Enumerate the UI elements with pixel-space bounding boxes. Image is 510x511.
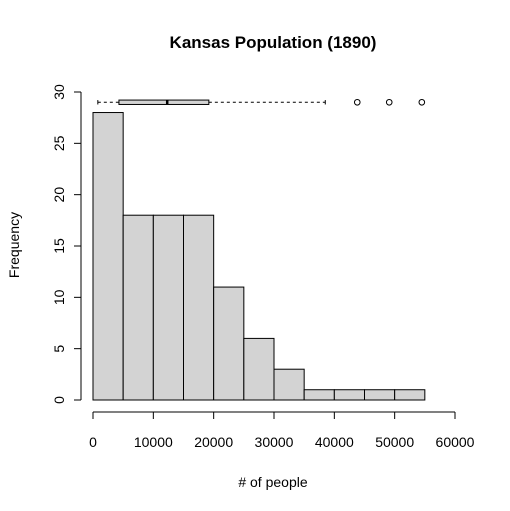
y-tick-label-1: 5 [51, 345, 67, 353]
histogram-bar-2 [152, 214, 184, 401]
boxplot-box [118, 99, 210, 105]
histogram-bar-6 [273, 368, 305, 401]
histogram-bars [92, 112, 426, 401]
y-tick-label-4: 20 [51, 187, 67, 203]
histogram-bar-9 [364, 389, 396, 401]
y-tick-label-2: 10 [51, 289, 67, 305]
histogram-bar-5 [243, 337, 275, 401]
y-axis-label: Frequency [6, 212, 22, 278]
x-tick-label-0: 0 [89, 434, 97, 450]
x-tick-label-1: 10000 [134, 434, 173, 450]
y-tick-label-3: 15 [51, 238, 67, 254]
y-tick-label-5: 25 [51, 135, 67, 151]
histogram-bar-7 [303, 389, 335, 401]
y-tick-label-6: 30 [51, 84, 67, 100]
x-axis-label: # of people [238, 474, 307, 490]
histogram-bar-8 [333, 389, 366, 401]
y-tick-label-0: 0 [51, 396, 67, 404]
histogram-bar-3 [183, 214, 215, 401]
x-axis: 0 10000 20000 30000 40000 50000 60000 [89, 411, 475, 450]
boxplot-overlay [97, 98, 426, 106]
histogram-bar-10 [394, 389, 426, 401]
histogram-bar-0 [92, 112, 124, 401]
histogram-bar-4 [213, 286, 245, 401]
x-tick-label-3: 30000 [255, 434, 294, 450]
x-tick-label-5: 50000 [375, 434, 414, 450]
y-axis: 0 5 10 15 20 25 30 [51, 84, 82, 404]
histogram-bar-1 [122, 214, 154, 401]
chart-title: Kansas Population (1890) [170, 33, 377, 52]
boxplot-outlier-0 [353, 98, 361, 106]
boxplot-outlier-2 [418, 98, 426, 106]
boxplot-outlier-1 [385, 98, 393, 106]
x-tick-label-6: 60000 [436, 434, 475, 450]
x-tick-label-2: 20000 [194, 434, 233, 450]
x-tick-label-4: 40000 [315, 434, 354, 450]
